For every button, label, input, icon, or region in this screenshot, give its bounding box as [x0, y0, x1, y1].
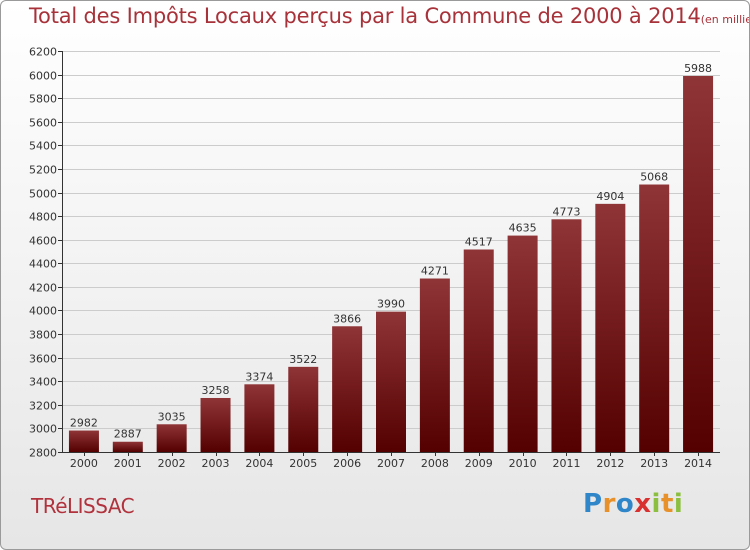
logo-letter: i: [651, 489, 661, 519]
bar-value-label: 3035: [158, 410, 186, 423]
y-tick-label: 5200: [29, 164, 57, 177]
logo-letter: o: [615, 489, 635, 519]
bar-value-label: 2887: [114, 428, 142, 441]
bar: [244, 384, 275, 452]
y-tick-label: 5800: [29, 93, 57, 106]
x-tick-label: 2007: [377, 457, 405, 470]
y-tick-label: 2800: [29, 447, 57, 460]
logo-letter: r: [602, 489, 616, 519]
bar: [288, 366, 319, 452]
x-tick-label: 2000: [70, 457, 98, 470]
bar: [507, 235, 538, 452]
chart-title: Total des Impôts Locaux perçus par la Co…: [29, 4, 749, 28]
y-tick-label: 4400: [29, 258, 57, 271]
bar-value-label: 4517: [465, 235, 493, 248]
proxiti-logo: Proxiti: [583, 489, 683, 519]
y-tick-label: 6000: [29, 70, 57, 83]
bar-value-label: 3522: [289, 353, 317, 366]
x-tick-label: 2014: [684, 457, 712, 470]
logo-letter: x: [634, 489, 652, 519]
y-tick-label: 3400: [29, 376, 57, 389]
y-tick-label: 4200: [29, 282, 57, 295]
logo-letter: P: [583, 489, 603, 519]
bar: [112, 441, 143, 452]
chart-title-unit: (en milliers d'€): [700, 13, 749, 26]
y-tick-label: 6200: [29, 46, 57, 59]
bar-value-label: 4773: [552, 205, 580, 218]
bar: [551, 219, 582, 452]
bar-value-label: 3866: [333, 312, 361, 325]
x-tick-label: 2012: [596, 457, 624, 470]
x-tick-label: 2011: [552, 457, 580, 470]
logo-letter: i: [673, 489, 684, 519]
y-tick-label: 3000: [29, 423, 57, 436]
bar-value-label: 4271: [421, 265, 449, 278]
bar: [68, 430, 99, 452]
x-tick-label: 2010: [509, 457, 537, 470]
y-tick-label: 3600: [29, 353, 57, 366]
x-tick-label: 2001: [114, 457, 142, 470]
y-tick-label: 4800: [29, 211, 57, 224]
bar-value-label: 5988: [684, 62, 712, 75]
bar-value-label: 4635: [509, 222, 537, 235]
y-tick-label: 3800: [29, 329, 57, 342]
bar: [463, 249, 494, 452]
bar-value-label: 4904: [596, 190, 624, 203]
bar-value-label: 2982: [70, 417, 98, 430]
bar: [595, 203, 626, 452]
bar: [156, 424, 187, 452]
bar: [419, 278, 450, 452]
y-tick-label: 5000: [29, 188, 57, 201]
x-tick-label: 2003: [202, 457, 230, 470]
y-tick-label: 4000: [29, 305, 57, 318]
x-tick-label: 2004: [245, 457, 273, 470]
x-tick-label: 2006: [333, 457, 361, 470]
x-tick-label: 2009: [465, 457, 493, 470]
bar: [200, 397, 231, 452]
y-tick-label: 4600: [29, 235, 57, 248]
x-tick-label: 2013: [640, 457, 668, 470]
x-tick-label: 2002: [158, 457, 186, 470]
y-tick-label: 5400: [29, 140, 57, 153]
bar: [639, 184, 670, 453]
x-tick-label: 2008: [421, 457, 449, 470]
bar: [332, 326, 363, 452]
bar-value-label: 3374: [245, 370, 273, 383]
commune-name: TRéLISSAC: [31, 494, 135, 518]
logo-letter: t: [660, 489, 674, 519]
y-tick-label: 5600: [29, 117, 57, 130]
bar: [376, 311, 406, 452]
bar-value-label: 5068: [640, 171, 668, 184]
y-tick-label: 3200: [29, 400, 57, 413]
bar-value-label: 3258: [202, 384, 230, 397]
bar: [683, 76, 714, 452]
x-tick-label: 2005: [289, 457, 317, 470]
chart-title-main: Total des Impôts Locaux perçus par la Co…: [29, 4, 701, 28]
bar-value-label: 3990: [377, 298, 405, 311]
